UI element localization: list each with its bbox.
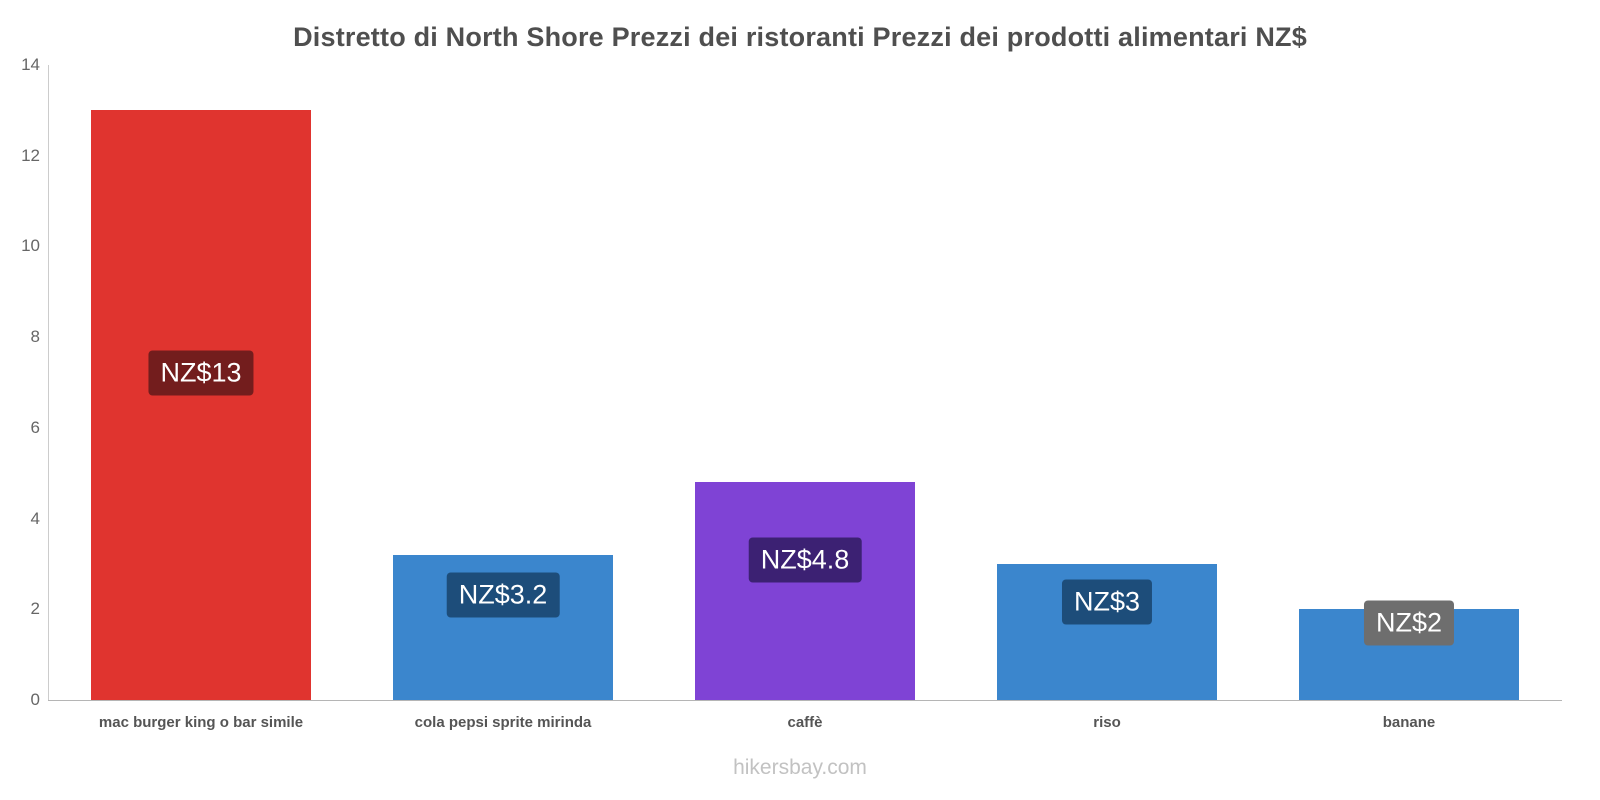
x-category-label: riso	[1093, 714, 1121, 731]
x-category-label: mac burger king o bar simile	[98, 714, 304, 731]
bar-value-label: NZ$13	[148, 350, 254, 396]
bar-value-label: NZ$3.2	[446, 572, 560, 618]
bar-value-label: NZ$4.8	[748, 537, 862, 583]
y-tick-label: 0	[30, 690, 40, 709]
x-category-label: banane	[1382, 714, 1436, 731]
y-axis-line	[48, 65, 49, 701]
x-category-label: cola pepsi sprite mirinda	[414, 714, 592, 731]
x-axis-line	[48, 700, 1562, 701]
y-tick-label: 8	[30, 327, 40, 347]
x-category-label: caffè	[787, 714, 823, 731]
chart-title: Distretto di North Shore Prezzi dei rist…	[293, 22, 1307, 52]
bar	[91, 110, 311, 700]
y-tick-label: 14	[21, 55, 40, 74]
bar-value-label: NZ$3	[1061, 579, 1153, 625]
y-tick-label: 2	[30, 599, 40, 619]
bar	[695, 482, 915, 700]
watermark-text: hikersbay.com	[733, 756, 867, 779]
y-tick-label: 6	[30, 417, 40, 437]
y-tick-label: 12	[21, 145, 40, 165]
bar-value-label: NZ$2	[1363, 600, 1455, 646]
y-tick-label: 4	[30, 508, 40, 528]
y-tick-label: 10	[21, 236, 40, 256]
